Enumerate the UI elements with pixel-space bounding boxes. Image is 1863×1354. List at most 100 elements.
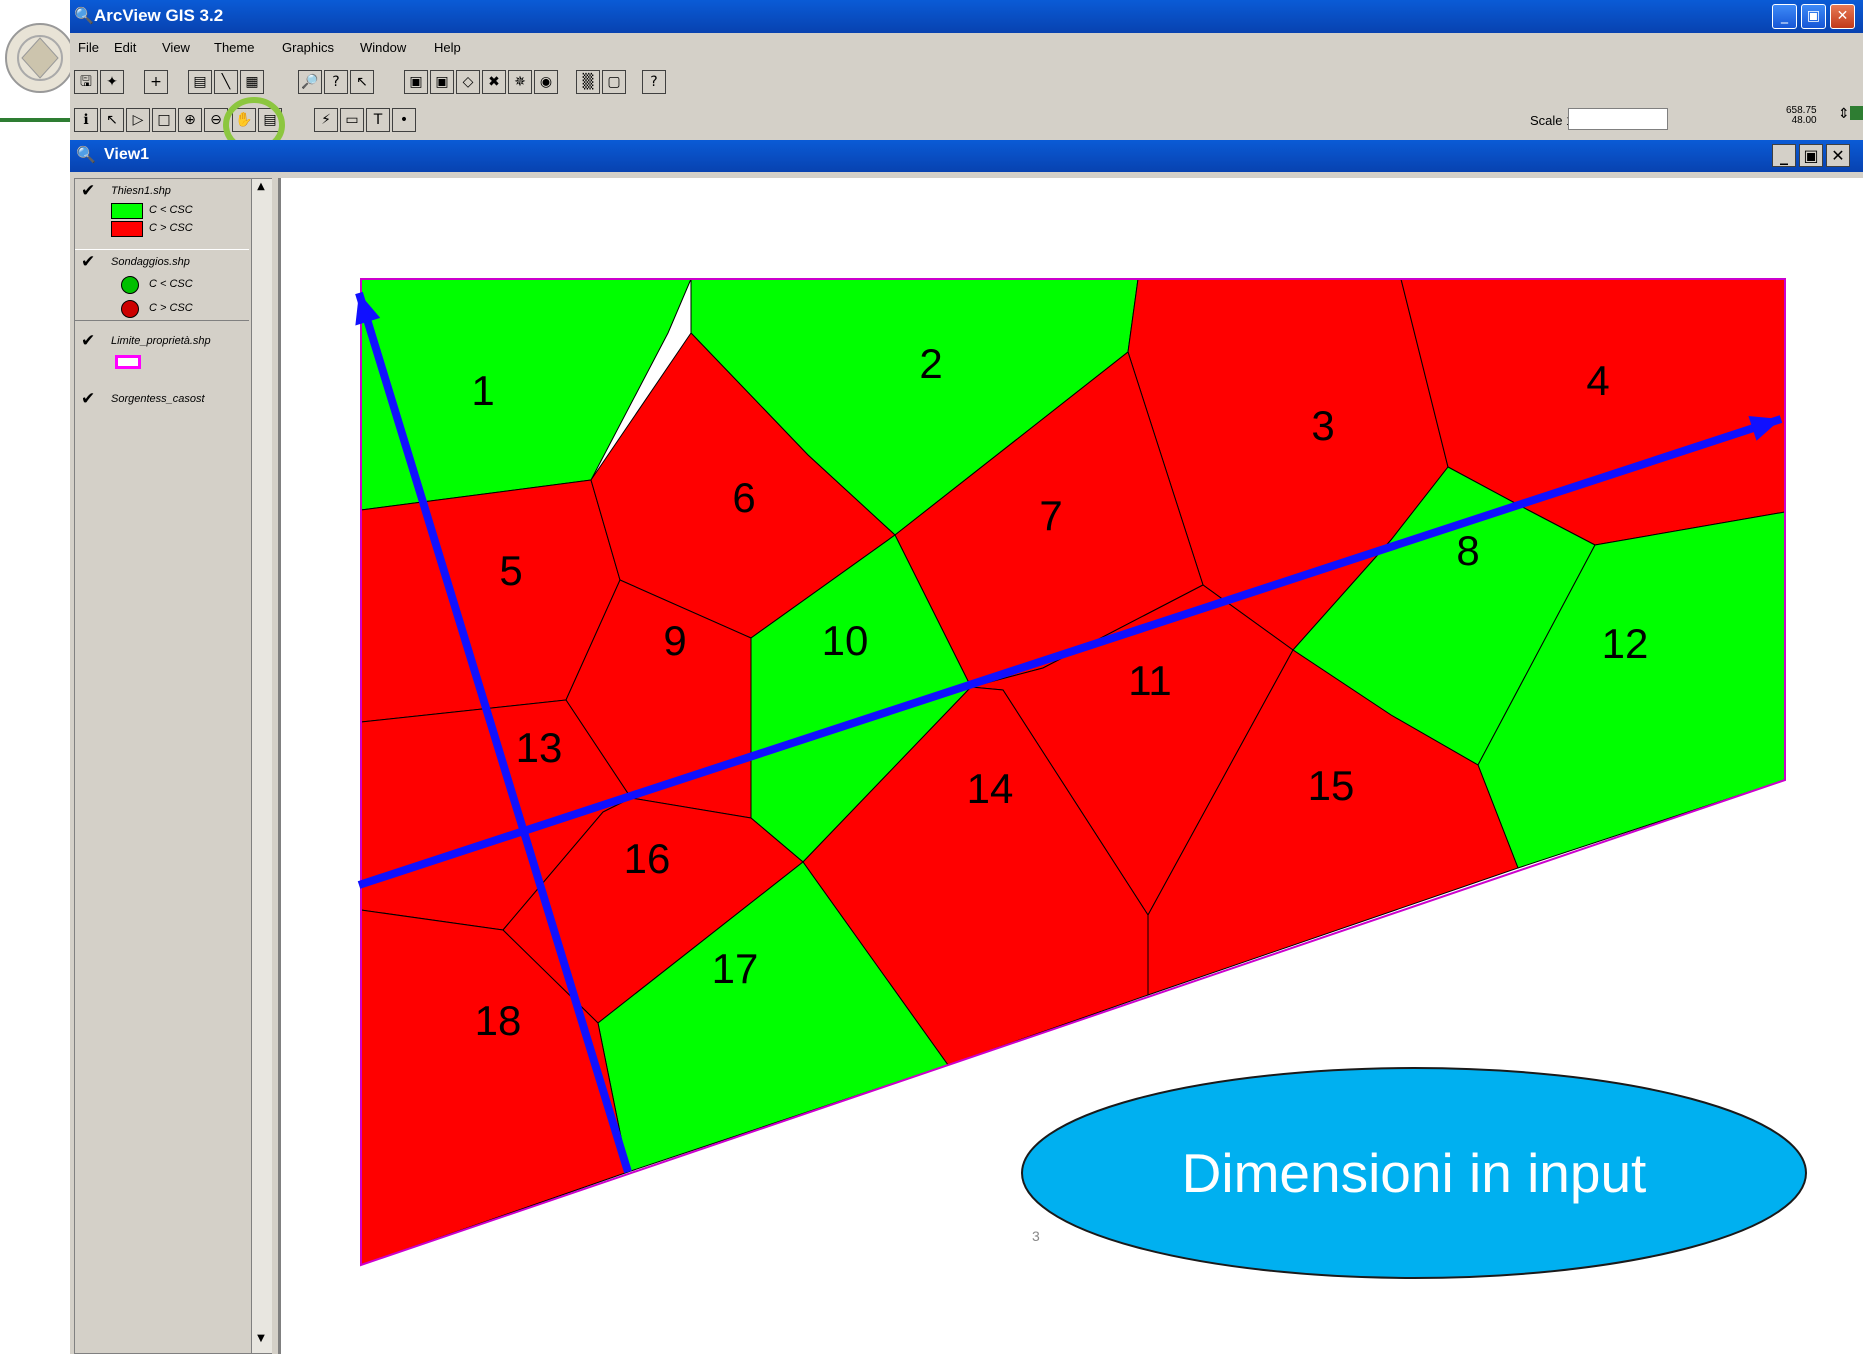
coord-x: 658.75 — [1786, 105, 1817, 116]
help-icon[interactable]: ? — [642, 70, 666, 94]
coordinate-arrows-icon: ⇕ — [1838, 106, 1850, 122]
slide-page-number: 3 — [1032, 1228, 1040, 1244]
app-title: ArcView GIS 3.2 — [94, 6, 224, 25]
polygon-label-15: 15 — [1308, 762, 1355, 809]
legend-theme-thiessen[interactable]: ✔ Thiesn1.shp C < CSC C > CSC — [75, 179, 249, 247]
label-icon[interactable]: ▭ — [340, 108, 364, 132]
button-bar: 🖫 ✦ + ▤ ╲ ▦ 🔎 ? ↖ ▣ ▣ ◇ ✖ ✵ ◉ ▒ ▢ ? — [70, 64, 1863, 100]
open-table-icon[interactable]: ▦ — [240, 70, 264, 94]
menu-view[interactable]: View — [162, 40, 190, 55]
identify-icon[interactable]: ℹ — [74, 108, 98, 132]
minimize-button[interactable]: _ — [1772, 4, 1797, 29]
view-icon: 🔍 — [76, 145, 96, 164]
menu-graphics[interactable]: Graphics — [282, 40, 335, 55]
view-restore-button[interactable]: ▣ — [1799, 144, 1823, 167]
close-button[interactable]: ✕ — [1830, 4, 1855, 29]
save-icon[interactable]: 🖫 — [74, 70, 98, 94]
menu-file[interactable]: File — [78, 40, 99, 55]
theme-name: Sondaggios.shp — [111, 256, 190, 268]
polygon-label-14: 14 — [967, 765, 1014, 812]
zoom-out-icon[interactable]: ✵ — [508, 70, 532, 94]
polygon-label-12: 12 — [1602, 620, 1649, 667]
coord-y: 48.00 — [1791, 115, 1817, 126]
check-icon[interactable]: ✔ — [81, 331, 96, 351]
scroll-down-icon[interactable]: ▼ — [257, 1333, 265, 1344]
polygon-label-10: 10 — [822, 617, 869, 664]
polygon-label-2: 2 — [919, 340, 942, 387]
polygon-15[interactable] — [1147, 649, 1519, 996]
property-boundary — [360, 278, 1786, 1267]
polygon-label-8: 8 — [1456, 527, 1479, 574]
add-theme-icon[interactable]: ✦ — [100, 70, 124, 94]
toc-scrollbar[interactable]: ▲ ▼ — [251, 179, 272, 1353]
draw-point-icon[interactable]: • — [392, 108, 416, 132]
add-icon[interactable]: + — [144, 70, 168, 94]
app-icon: 🔍 — [74, 6, 94, 25]
table-of-contents: ▲ ▼ ✔ Thiesn1.shp C < CSC C > CSC ✔ Sond… — [74, 178, 272, 1354]
menu-bar: File Edit View Theme Graphics Window Hel… — [70, 36, 1863, 60]
maximize-button[interactable]: ▣ — [1801, 4, 1826, 29]
callout-text: Dimensioni in input — [1181, 1142, 1647, 1204]
view-close-button[interactable]: ✕ — [1826, 144, 1850, 167]
edit-legend-icon[interactable]: ╲ — [214, 70, 238, 94]
legend-theme-sondaggi[interactable]: ✔ Sondaggios.shp C < CSC C > CSC — [75, 249, 249, 321]
polygon-label-7: 7 — [1039, 492, 1062, 539]
legend-swatch-green — [111, 203, 143, 219]
text-tool-icon[interactable]: T — [366, 108, 390, 132]
menu-theme[interactable]: Theme — [214, 40, 255, 55]
polygon-label-6: 6 — [732, 474, 755, 521]
polygon-12[interactable] — [1477, 511, 1786, 869]
select-feature-icon[interactable]: □ — [152, 108, 176, 132]
polygon-label-17: 17 — [712, 945, 759, 992]
legend-theme-limite[interactable]: ✔ Limite_proprietà.shp — [75, 329, 249, 381]
hotlink-icon[interactable]: ⚡ — [314, 108, 338, 132]
vertical-dimension-arrow-head — [355, 293, 381, 326]
check-icon[interactable]: ✔ — [81, 389, 96, 409]
zoom-in-tool-icon[interactable]: ⊕ — [178, 108, 202, 132]
menu-edit[interactable]: Edit — [114, 40, 137, 55]
query-icon[interactable]: ? — [324, 70, 348, 94]
tool-bar: ℹ ↖ ▷ □ ⊕ ⊖ ✋ ▤ ⚡ ▭ T • Scale 1: 658.75 … — [70, 104, 1863, 138]
polygon-label-11: 11 — [1128, 657, 1172, 704]
pointer-icon[interactable]: ↖ — [100, 108, 124, 132]
scale-label: Scale 1: — [1530, 113, 1577, 128]
theme-properties-icon[interactable]: ▤ — [188, 70, 212, 94]
horizontal-dimension-arrow — [357, 415, 1783, 889]
menu-window[interactable]: Window — [360, 40, 407, 55]
title-bar: 🔍 ArcView GIS 3.2 _ ▣ ✕ — [70, 0, 1863, 33]
polygon-label-4: 4 — [1586, 357, 1609, 404]
polygon-label-1: 1 — [471, 367, 494, 414]
callout-shape — [1021, 1067, 1807, 1279]
polygon-label-16: 16 — [624, 835, 671, 882]
slide-green-rule — [0, 118, 80, 122]
theme-name: Thiesn1.shp — [111, 185, 171, 197]
coordinate-readout: 658.75 48.00 — [1786, 106, 1817, 126]
polygon-label-13: 13 — [516, 724, 563, 771]
clear-selection-icon[interactable]: ▢ — [602, 70, 626, 94]
view-title-bar: 🔍 View1 _ ▣ ✕ — [70, 140, 1863, 172]
check-icon[interactable]: ✔ — [81, 252, 96, 272]
zoom-full-icon[interactable]: ▣ — [404, 70, 428, 94]
polygon-label-3: 3 — [1311, 402, 1334, 449]
zoom-previous-icon[interactable]: ◉ — [534, 70, 558, 94]
view-minimize-button[interactable]: _ — [1772, 144, 1796, 167]
pan-icon[interactable]: ✋ — [232, 108, 256, 132]
callout-ellipse: Dimensioni in input — [1020, 1066, 1808, 1280]
scale-input[interactable] — [1568, 108, 1668, 130]
polygon-label-5: 5 — [499, 547, 522, 594]
scroll-up-icon[interactable]: ▲ — [257, 181, 265, 192]
zoom-in-icon[interactable]: ✖ — [482, 70, 506, 94]
check-icon[interactable]: ✔ — [81, 181, 96, 201]
theme-name: Limite_proprietà.shp — [111, 335, 211, 347]
select-all-icon[interactable]: ▒ — [576, 70, 600, 94]
legend-theme-sorgente[interactable]: ✔ Sorgentess_casost — [75, 387, 249, 415]
legend-class-label: C > CSC — [149, 222, 193, 234]
slide-green-accent — [1850, 106, 1863, 120]
find-icon[interactable]: 🔎 — [298, 70, 322, 94]
zoom-active-icon[interactable]: ▣ — [430, 70, 454, 94]
locate-icon[interactable]: ↖ — [350, 70, 374, 94]
zoom-selected-icon[interactable]: ◇ — [456, 70, 480, 94]
menu-help[interactable]: Help — [434, 40, 461, 55]
vertex-edit-icon[interactable]: ▷ — [126, 108, 150, 132]
